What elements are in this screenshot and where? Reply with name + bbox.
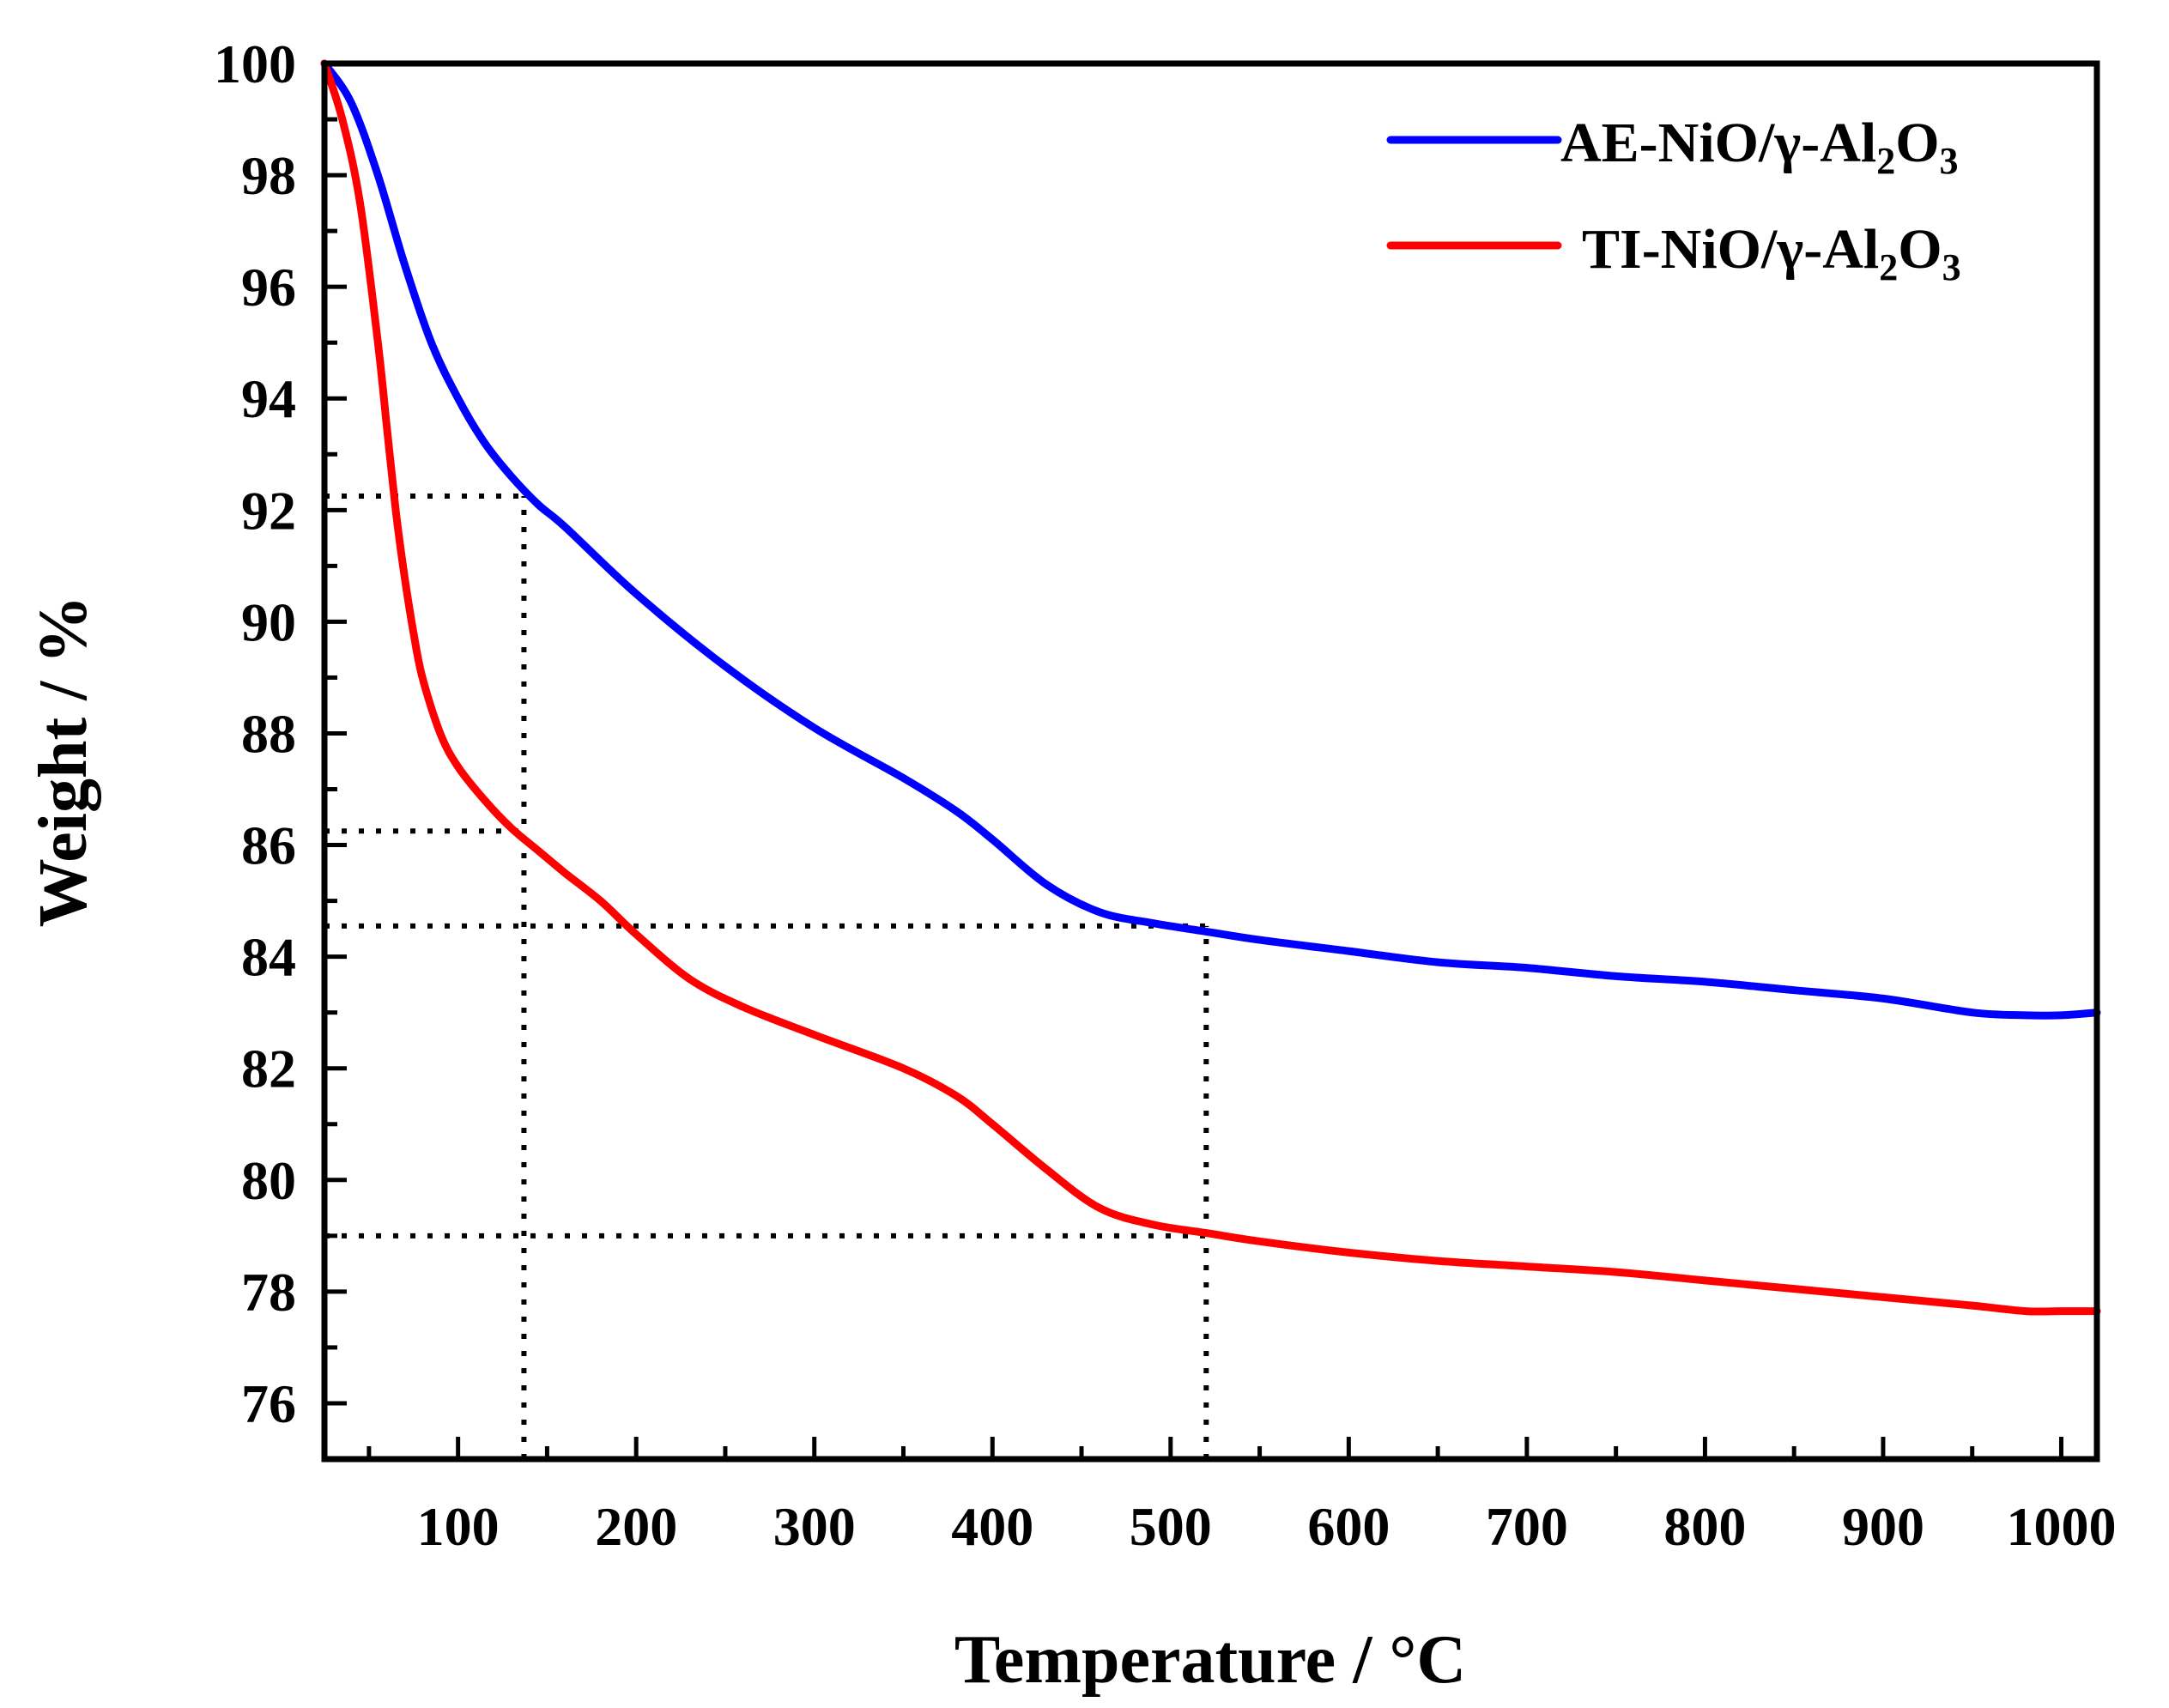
- y-tick-label-78: 78: [241, 1262, 296, 1323]
- plot-frame: [321, 60, 2100, 1463]
- y-tick-label-96: 96: [241, 257, 296, 318]
- reference-lines: [324, 494, 1209, 1459]
- y-tick-label-94: 94: [241, 368, 296, 429]
- y-tick-label-92: 92: [241, 480, 296, 541]
- x-tick-label-700: 700: [1486, 1496, 1568, 1557]
- y-axis-title: Weight / %: [26, 596, 101, 928]
- legend: AE-NiO/γ-Al2O3 TI-NiO/γ-Al2O3: [1386, 112, 1961, 288]
- x-axis-title: Temperature / °C: [954, 1622, 1466, 1698]
- x-tick-label-300: 300: [773, 1496, 856, 1557]
- axis-ticks: [324, 61, 2063, 1459]
- x-tick-label-1000: 1000: [2006, 1496, 2116, 1557]
- x-tick-labels: 100 200 300 400 500 600 700 800 900 1000: [417, 1496, 2117, 1557]
- x-tick-label-800: 800: [1663, 1496, 1746, 1557]
- y-tick-label-82: 82: [241, 1039, 296, 1099]
- x-tick-label-500: 500: [1130, 1496, 1212, 1557]
- x-tick-label-900: 900: [1842, 1496, 1924, 1557]
- series-line-ae: [320, 59, 2101, 1020]
- y-tick-label-90: 90: [241, 591, 296, 652]
- y-tick-label-76: 76: [241, 1373, 296, 1434]
- legend-label-ae: AE-NiO/γ-Al2O3: [1560, 112, 1959, 182]
- x-tick-label-600: 600: [1307, 1496, 1390, 1557]
- y-tick-label-88: 88: [241, 703, 296, 764]
- y-tick-label-100: 100: [214, 33, 296, 94]
- y-tick-labels: 76 78 80 82 84 86 88 90 92 94 96 98 100: [214, 33, 296, 1434]
- x-tick-label-400: 400: [951, 1496, 1033, 1557]
- legend-label-ti: TI-NiO/γ-Al2O3: [1582, 218, 1961, 288]
- y-tick-label-86: 86: [241, 815, 296, 876]
- y-tick-label-98: 98: [241, 145, 296, 206]
- x-tick-label-100: 100: [417, 1496, 500, 1557]
- series-line-ti: [320, 59, 2101, 1316]
- y-tick-label-80: 80: [241, 1150, 296, 1211]
- y-tick-label-84: 84: [241, 927, 296, 988]
- x-tick-label-200: 200: [595, 1496, 677, 1557]
- series-lines: [320, 59, 2101, 1316]
